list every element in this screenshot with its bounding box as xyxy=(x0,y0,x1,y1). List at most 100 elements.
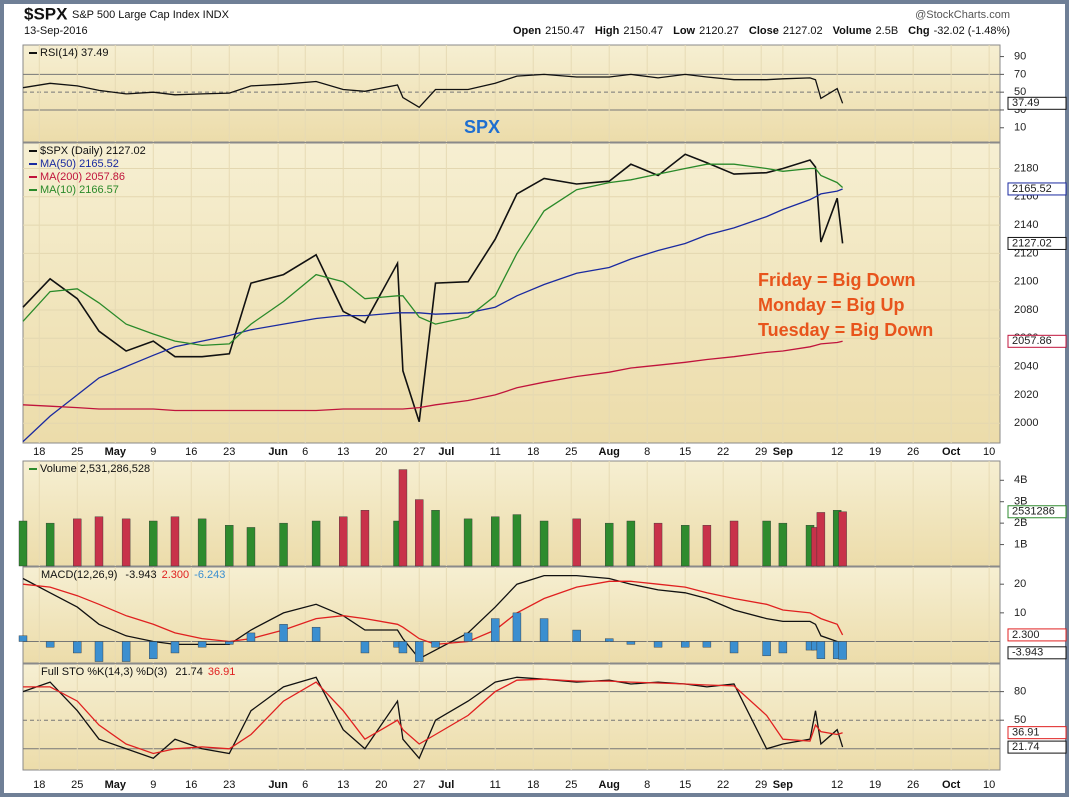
histogram-bar xyxy=(73,641,82,654)
y-tick-label: 10 xyxy=(1014,607,1026,619)
volume-bar xyxy=(680,525,690,567)
x-tick-label: 13 xyxy=(337,779,349,791)
value-tag: 21.74 xyxy=(1012,741,1040,753)
volume-bar xyxy=(18,520,28,567)
legend-entry: 2.300 xyxy=(162,569,190,581)
x-tick-label: Jun xyxy=(268,446,288,458)
histogram-bar xyxy=(246,632,256,642)
volume-bar xyxy=(311,520,321,567)
x-tick-label: 19 xyxy=(869,446,881,458)
x-tick-label: Oct xyxy=(942,779,961,791)
x-tick-label: 16 xyxy=(185,446,197,458)
volume-bar xyxy=(279,522,288,567)
x-tick-label: 6 xyxy=(302,779,308,791)
annotation: Monday = Big Up xyxy=(758,295,905,315)
series-line xyxy=(22,340,843,412)
x-tick-label: 20 xyxy=(375,446,387,458)
histogram-bar xyxy=(778,641,788,654)
volume-bar xyxy=(225,525,234,567)
x-tick-label: Jul xyxy=(438,446,454,458)
annotation: SPX xyxy=(464,117,500,137)
stat-label: Chg xyxy=(908,25,929,37)
volume-bar xyxy=(539,520,549,567)
y-tick-label: 2020 xyxy=(1014,389,1038,401)
x-tick-label: 8 xyxy=(644,446,650,458)
stat-value: 2150.47 xyxy=(545,25,585,37)
value-tag: 2057.86 xyxy=(1012,335,1052,347)
volume-bar xyxy=(626,520,636,567)
y-tick-label: 2100 xyxy=(1014,276,1038,288)
legend-entry: $SPX (Daily) 2127.02 xyxy=(40,145,146,157)
histogram-bar xyxy=(225,641,234,645)
stat-value: 2120.27 xyxy=(699,25,739,37)
x-tick-label: 23 xyxy=(223,446,235,458)
x-tick-label: 27 xyxy=(413,779,425,791)
volume-bar xyxy=(491,516,500,567)
x-tick-label: 13 xyxy=(337,446,349,458)
histogram-bar xyxy=(762,641,771,657)
x-tick-label: 29 xyxy=(755,446,767,458)
x-tick-label: Sep xyxy=(773,446,793,458)
value-tag: 2.300 xyxy=(1012,629,1040,641)
x-tick-label: 20 xyxy=(375,779,387,791)
x-tick-label: 15 xyxy=(679,779,691,791)
value-tag-box xyxy=(1007,628,1067,642)
value-tag: 2127.02 xyxy=(1012,237,1052,249)
value-tag-box xyxy=(1007,726,1067,740)
x-tick-label: Jul xyxy=(438,779,454,791)
x-tick-label: 25 xyxy=(71,446,83,458)
x-tick-label: 23 xyxy=(223,779,235,791)
annotation: Friday = Big Down xyxy=(758,270,916,290)
panel xyxy=(22,460,1001,567)
volume-bar xyxy=(572,518,581,567)
histogram-bar xyxy=(170,641,180,654)
value-tag-box xyxy=(1007,334,1067,348)
panel-title: MACD(12,26,9) xyxy=(41,569,117,581)
value-tag: 37.49 xyxy=(1012,97,1040,109)
y-tick-label: 20 xyxy=(1014,578,1026,590)
histogram-bar xyxy=(360,641,370,654)
histogram-bar xyxy=(680,641,690,648)
histogram-bar xyxy=(605,638,614,642)
panel xyxy=(22,566,1001,664)
x-tick-label: 18 xyxy=(33,779,45,791)
histogram-bar xyxy=(149,641,158,659)
x-tick-label: 10 xyxy=(983,779,995,791)
value-tag: 2531286 xyxy=(1012,506,1055,518)
stat-label: Low xyxy=(673,25,695,37)
y-tick-label: 2080 xyxy=(1014,304,1038,316)
series-line xyxy=(23,678,843,755)
histogram-bar xyxy=(197,641,207,648)
legend-entry: MA(50) 2165.52 xyxy=(40,158,119,170)
x-tick-label: 19 xyxy=(869,779,881,791)
y-tick-label: 2B xyxy=(1014,517,1027,529)
volume-bar xyxy=(605,522,614,567)
y-tick-label: 80 xyxy=(1014,686,1026,698)
volume-bar xyxy=(463,518,473,567)
volume-bar xyxy=(431,510,440,567)
y-tick-label: 2120 xyxy=(1014,247,1038,259)
series-line xyxy=(22,580,844,646)
histogram-bar xyxy=(415,641,424,662)
y-tick-label: 2180 xyxy=(1014,162,1038,174)
histogram-bar xyxy=(572,629,581,642)
y-tick-label: 2040 xyxy=(1014,360,1038,372)
histogram-bar xyxy=(653,641,663,648)
histogram-bar xyxy=(398,641,408,654)
series-line xyxy=(22,163,844,347)
volume-bar xyxy=(170,516,180,567)
volume-bar xyxy=(121,518,131,567)
y-tick-label: 1B xyxy=(1014,538,1027,550)
date: 13-Sep-2016 xyxy=(24,25,88,37)
legend-entry: MA(200) 2057.86 xyxy=(40,171,125,183)
x-tick-label: 27 xyxy=(413,446,425,458)
x-tick-label: 9 xyxy=(150,446,156,458)
value-tag: -3.943 xyxy=(1012,647,1043,659)
histogram-bar xyxy=(539,618,549,642)
x-tick-label: 12 xyxy=(831,779,843,791)
x-tick-label: May xyxy=(105,779,127,791)
volume-bar xyxy=(816,512,826,567)
annotation: Tuesday = Big Down xyxy=(758,320,933,340)
y-tick-label: 2140 xyxy=(1014,219,1038,231)
